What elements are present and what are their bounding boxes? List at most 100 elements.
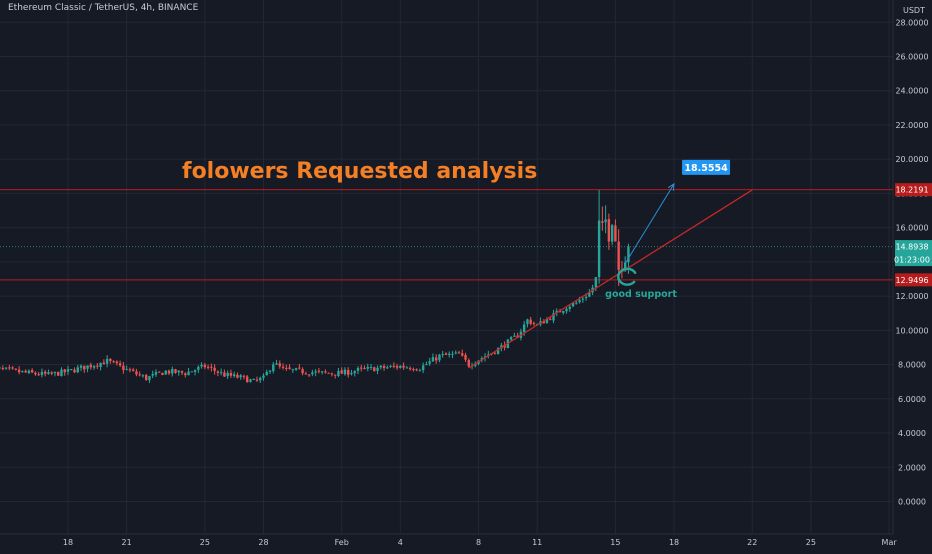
candle-body	[386, 367, 389, 369]
time-tick-label: 11	[532, 538, 542, 547]
candle-body	[461, 353, 464, 356]
candle-body	[53, 371, 57, 374]
time-tick-label: Mar	[882, 538, 898, 547]
time-tick-label: 8	[476, 538, 481, 547]
candle-body	[307, 374, 311, 376]
time-axis-panel	[0, 534, 932, 550]
candle-body	[588, 292, 591, 297]
candle-body	[412, 369, 415, 371]
candle-body	[37, 374, 40, 376]
candle-body	[457, 352, 461, 354]
candle-body	[425, 364, 428, 366]
candle-body	[177, 370, 180, 373]
price-tick-label: 8.0000	[898, 361, 926, 370]
price-tick-label: 20.0000	[895, 155, 928, 164]
candle-body	[14, 368, 18, 370]
price-tick-label: 2.0000	[898, 463, 926, 472]
candle-body	[138, 374, 141, 376]
candle-body	[86, 365, 89, 369]
candle-body	[89, 364, 93, 368]
candle-body	[431, 357, 435, 362]
price-tick-label: 26.0000	[895, 52, 928, 61]
candle-body	[389, 365, 392, 367]
candle-body	[493, 352, 497, 354]
candle-body	[8, 367, 11, 369]
candle-body	[421, 365, 425, 371]
candle-body	[324, 371, 327, 373]
candle-body	[70, 368, 73, 370]
candle-body	[392, 365, 396, 367]
candle-body	[154, 372, 158, 375]
candle-body	[526, 319, 529, 325]
candle-body	[203, 364, 207, 368]
candle-body	[451, 353, 454, 355]
candle-body	[187, 371, 190, 376]
candle-body	[30, 370, 34, 373]
candle-body	[259, 377, 262, 381]
candle-body	[197, 366, 200, 370]
candle-body	[438, 354, 441, 361]
candle-body	[210, 366, 213, 368]
candle-body	[304, 373, 308, 375]
price-tick-label: 22.0000	[895, 121, 928, 130]
price-tick-label: 0.0000	[898, 497, 926, 506]
time-tick-label: 22	[747, 538, 757, 547]
candle-body	[96, 365, 99, 367]
candle-body	[399, 365, 402, 369]
support-price-badge-label: 12.9496	[895, 276, 928, 285]
candle-body	[278, 363, 281, 367]
candle-body	[571, 303, 575, 307]
candle-body	[213, 367, 216, 371]
candle-body	[246, 376, 249, 383]
candle-body	[76, 367, 79, 373]
candle-body	[4, 367, 8, 369]
candle-body	[555, 310, 558, 313]
candle-body	[43, 371, 47, 374]
candle-body	[467, 360, 470, 367]
support-trendline	[468, 189, 753, 369]
candle-body	[275, 363, 278, 365]
candle-body	[281, 366, 285, 368]
current-price-badge-box	[895, 240, 932, 267]
candle-body	[408, 368, 412, 370]
time-tick-label: 4	[398, 538, 403, 547]
candle-body	[21, 370, 24, 372]
candle-body	[373, 367, 376, 372]
candle-body	[522, 324, 526, 333]
time-tick-label: 25	[806, 538, 816, 547]
candle-body	[73, 369, 76, 373]
candle-body	[562, 310, 565, 313]
candle-body	[532, 323, 536, 325]
candle-body	[418, 370, 422, 372]
candle-body	[268, 370, 272, 372]
candle-body	[350, 372, 353, 375]
candle-body	[627, 246, 630, 263]
candle-body	[112, 361, 115, 363]
candle-body	[50, 372, 53, 374]
candle-body	[581, 298, 585, 300]
candle-body	[356, 368, 360, 371]
candle-body	[0, 367, 1, 369]
time-tick-label: 28	[258, 538, 268, 547]
candle-body	[565, 308, 568, 312]
candle-body	[327, 372, 330, 374]
resistance-price-badge-box	[895, 183, 932, 197]
candle-body	[552, 313, 555, 321]
candle-body	[542, 321, 545, 324]
candle-body	[584, 296, 588, 299]
candle-body	[148, 376, 151, 381]
time-tick-label: 18	[63, 538, 73, 547]
candle-body	[347, 370, 350, 375]
candle-body	[252, 378, 255, 380]
candle-body	[301, 369, 304, 374]
candle-body	[135, 371, 138, 375]
candle-body	[320, 371, 324, 373]
candle-body	[223, 372, 226, 377]
candle-body	[402, 365, 405, 368]
candle-body	[92, 365, 96, 368]
support-price-badge-box	[895, 273, 932, 287]
support-circle-mark	[617, 267, 637, 286]
price-tick-label: 4.0000	[898, 429, 926, 438]
